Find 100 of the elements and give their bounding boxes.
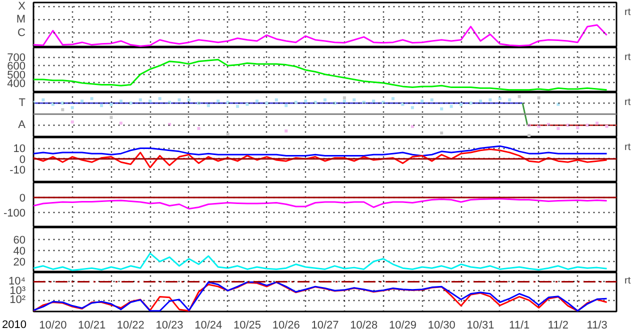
- x-tick-label: 10/20: [39, 320, 67, 332]
- point: [440, 132, 444, 134]
- point: [206, 104, 210, 108]
- x-tick-label: 10/27: [311, 320, 339, 332]
- point: [401, 102, 404, 106]
- line-series: [34, 252, 608, 272]
- point: [528, 134, 531, 137]
- point: [410, 124, 414, 128]
- point: [246, 102, 249, 106]
- point: [265, 102, 268, 105]
- point: [450, 104, 453, 108]
- x-tick-label: 10/29: [388, 320, 416, 332]
- x-tick-label: 10/21: [78, 320, 106, 332]
- x-tick-label: 11/2: [548, 320, 568, 332]
- ref-line-label: A: [18, 119, 26, 132]
- ref-line-label: M: [16, 14, 26, 26]
- x-tick-label: 11/3: [586, 320, 608, 332]
- point: [226, 132, 230, 136]
- point: [342, 100, 346, 103]
- point: [119, 100, 122, 103]
- x-tick-label: 10/25: [234, 320, 262, 332]
- point: [284, 129, 288, 132]
- point: [70, 120, 74, 124]
- text: rt: [624, 276, 631, 287]
- point: [148, 100, 152, 103]
- point: [42, 98, 45, 102]
- point: [119, 122, 122, 125]
- point: [324, 98, 326, 102]
- y-tick-label: 20: [13, 256, 26, 269]
- point: [605, 124, 608, 128]
- point: [61, 102, 64, 105]
- y-tick-label: -10: [10, 164, 26, 177]
- x-tick-label: 10/30: [428, 320, 456, 332]
- point: [304, 100, 308, 103]
- x-tick-label: 10/31: [466, 320, 494, 332]
- point: [508, 98, 512, 102]
- line-series: [34, 281, 608, 312]
- point: [469, 102, 472, 105]
- point: [110, 116, 113, 119]
- point: [440, 107, 444, 110]
- point: [488, 98, 492, 102]
- point: [187, 98, 190, 102]
- point: [100, 104, 104, 108]
- point: [284, 104, 288, 108]
- x-tick-label: 11/1: [509, 320, 530, 332]
- point: [410, 106, 414, 110]
- point: [518, 95, 521, 98]
- y-tick-label: 10: [13, 143, 26, 156]
- point: [178, 98, 181, 102]
- point: [314, 100, 317, 104]
- text: rt: [624, 6, 631, 18]
- y-tick-label: 40: [13, 246, 26, 258]
- y-tick-label: 10²: [10, 294, 26, 306]
- point: [197, 127, 200, 130]
- point: [216, 100, 220, 103]
- point: [61, 108, 64, 112]
- point: [129, 102, 132, 105]
- line-series: [34, 148, 608, 168]
- y-tick-label: 10³: [10, 284, 26, 297]
- point: [372, 100, 376, 103]
- point: [51, 102, 54, 106]
- ref-line-label: T: [18, 97, 26, 110]
- point: [460, 102, 463, 106]
- x-tick-label: 10/23: [156, 320, 184, 332]
- point: [537, 96, 540, 100]
- point: [352, 98, 356, 102]
- y-tick-label: 0: [19, 192, 26, 204]
- point: [596, 122, 599, 125]
- text: 2010: [2, 318, 26, 332]
- y-tick-label: 400: [7, 78, 26, 90]
- x-tick-label: 10/28: [350, 320, 378, 332]
- point: [430, 98, 434, 102]
- point: [110, 102, 113, 106]
- point: [158, 97, 162, 100]
- point: [80, 100, 84, 103]
- point: [138, 98, 142, 102]
- y-tick-label: -100: [3, 208, 26, 220]
- point: [342, 96, 346, 100]
- point: [294, 100, 298, 104]
- x-tick-label: 10/26: [272, 320, 300, 332]
- text: rt: [624, 96, 631, 108]
- point: [498, 97, 502, 100]
- point: [556, 127, 560, 130]
- y-tick-label: 60: [13, 234, 26, 247]
- point: [236, 104, 240, 108]
- ref-line-label: C: [18, 26, 26, 39]
- x-tick-label: 10/24: [194, 320, 222, 332]
- point: [576, 126, 580, 130]
- point: [392, 97, 395, 100]
- point: [420, 100, 424, 103]
- y-tick-label: 0: [19, 154, 26, 166]
- ref-line-label: X: [18, 0, 26, 13]
- point: [255, 100, 258, 103]
- line-series: [34, 58, 608, 91]
- line-series: [34, 145, 608, 156]
- line-series: [34, 198, 608, 210]
- point: [478, 100, 482, 103]
- point: [70, 106, 74, 110]
- point: [90, 97, 94, 100]
- text: rt: [624, 52, 631, 63]
